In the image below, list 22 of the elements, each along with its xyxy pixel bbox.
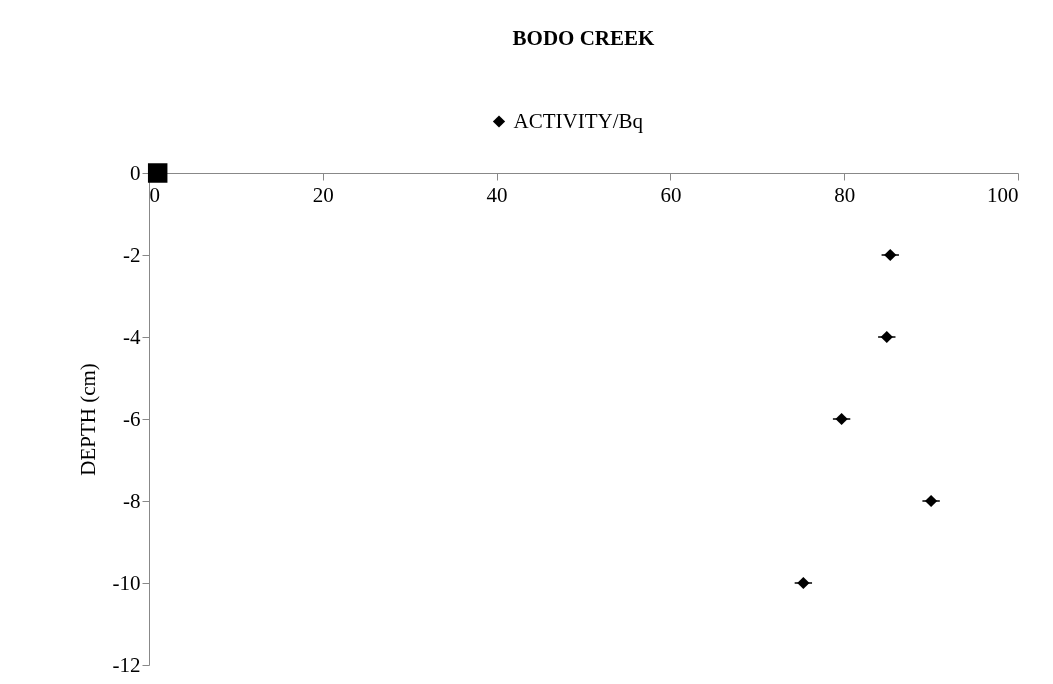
point [835, 412, 848, 426]
y-tick-label: -4 [123, 324, 141, 349]
point [884, 248, 897, 262]
point [880, 330, 893, 344]
legend-label: ACTIVITY/Bq [513, 108, 644, 133]
x-tick-label: 20 [312, 182, 334, 207]
x-tick-label: 40 [486, 182, 508, 207]
y-tick-label: -2 [123, 242, 141, 267]
point [924, 494, 938, 508]
point [797, 576, 810, 590]
x-tick-label: 100 [987, 182, 1019, 207]
y-tick-label: -6 [123, 406, 141, 431]
point [147, 163, 168, 183]
x-tick-label: 60 [660, 182, 682, 207]
x-tick-label: 80 [834, 182, 856, 207]
y-tick-label: 0 [130, 160, 141, 185]
y-axis-title: DEPTH (cm) [75, 363, 100, 476]
x-tick-label: 0 [149, 182, 160, 207]
y-tick-label: -10 [112, 570, 141, 595]
y-tick-label: -12 [112, 652, 141, 677]
y-tick-label: -8 [123, 488, 141, 513]
chart-title: BODO CREEK [512, 26, 656, 50]
